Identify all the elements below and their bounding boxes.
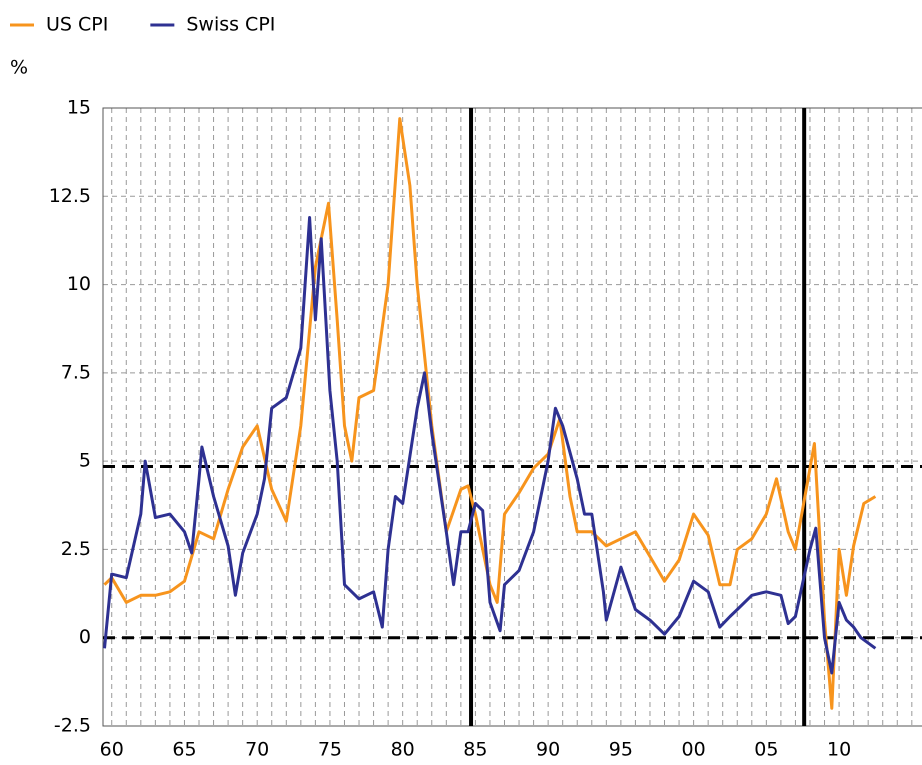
legend-label: US CPI bbox=[46, 14, 108, 36]
x-tick-label: 75 bbox=[318, 739, 342, 761]
legend-label: Swiss CPI bbox=[186, 14, 275, 36]
y-tick-label: 0 bbox=[79, 626, 91, 648]
x-tick-label: 10 bbox=[827, 739, 851, 761]
x-tick-label: 90 bbox=[536, 739, 560, 761]
y-unit-label: % bbox=[10, 57, 28, 79]
x-tick-label: 95 bbox=[609, 739, 633, 761]
x-tick-label: 85 bbox=[463, 739, 487, 761]
x-tick-label: 60 bbox=[100, 739, 124, 761]
x-tick-label: 65 bbox=[172, 739, 196, 761]
y-tick-label: -2.5 bbox=[54, 715, 91, 737]
y-tick-label: 5 bbox=[79, 450, 91, 472]
series-line bbox=[103, 216, 877, 675]
x-tick-label: 80 bbox=[391, 739, 415, 761]
x-tick-label: 00 bbox=[682, 739, 706, 761]
y-tick-label: 12.5 bbox=[49, 185, 91, 207]
x-tick-label: 05 bbox=[754, 739, 778, 761]
y-tick-label: 7.5 bbox=[61, 361, 91, 383]
y-tick-label: 15 bbox=[67, 97, 91, 119]
plot-frame bbox=[102, 107, 922, 727]
series-line bbox=[103, 117, 877, 710]
y-tick-label: 10 bbox=[67, 273, 91, 295]
x-tick-label: 70 bbox=[245, 739, 269, 761]
y-tick-label: 2.5 bbox=[61, 538, 91, 560]
